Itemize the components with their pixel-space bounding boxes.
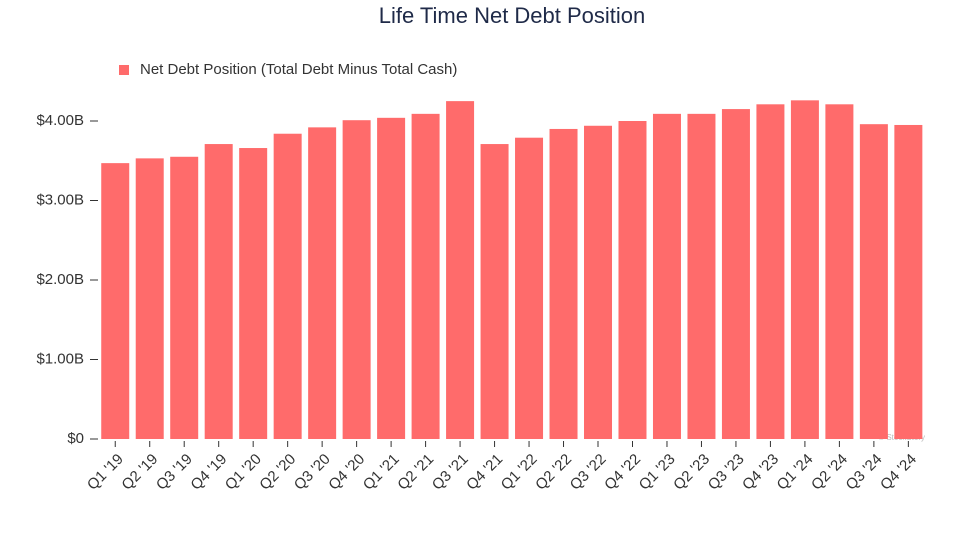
bar [342, 120, 371, 439]
bar [652, 113, 681, 439]
y-tick-label: $4.00B [36, 112, 84, 129]
bar [446, 101, 475, 439]
x-tick-label: Q3 '23 [705, 451, 748, 494]
x-tick-label: Q2 '19 [118, 451, 161, 494]
x-tick-label: Q3 '19 [153, 451, 196, 494]
bar [618, 121, 647, 439]
x-tick-label: Q3 '24 [843, 451, 886, 494]
bar [859, 124, 888, 440]
x-tick-label: Q3 '21 [429, 451, 472, 494]
bar [273, 133, 302, 439]
x-tick-label: Q1 '21 [360, 451, 403, 494]
bar [204, 144, 233, 439]
bar [480, 144, 509, 439]
x-tick-label: Q2 '24 [808, 451, 851, 494]
x-tick-label: Q4 '24 [877, 451, 920, 494]
x-tick-label: Q4 '23 [739, 451, 782, 494]
y-tick-label: $3.00B [36, 191, 84, 208]
legend-label: Net Debt Position (Total Debt Minus Tota… [140, 61, 457, 78]
y-tick-label: $1.00B [36, 350, 84, 367]
x-tick-label: Q4 '22 [601, 451, 644, 494]
bar [411, 113, 440, 439]
legend-swatch [119, 65, 129, 75]
x-tick-label: Q2 '22 [532, 451, 575, 494]
x-tick-label: Q1 '23 [636, 451, 679, 494]
bar [308, 127, 337, 440]
x-tick-label: Q4 '20 [325, 451, 368, 494]
bar [239, 148, 268, 439]
bar [549, 128, 578, 439]
x-tick-label: Q3 '20 [291, 451, 334, 494]
bar [756, 104, 785, 440]
bar [101, 163, 130, 439]
bar [825, 104, 854, 440]
bar [170, 156, 199, 439]
x-tick-label: Q1 '20 [222, 451, 265, 494]
y-tick-label: $0 [67, 430, 84, 447]
bar [790, 100, 819, 439]
x-tick-label: Q1 '22 [498, 451, 541, 494]
x-tick-label: Q4 '19 [187, 451, 230, 494]
bar [377, 117, 406, 439]
x-tick-label: Q3 '22 [567, 451, 610, 494]
y-tick-label: $2.00B [36, 271, 84, 288]
bar [721, 109, 750, 439]
x-tick-label: Q2 '23 [670, 451, 713, 494]
x-tick-label: Q1 '19 [84, 451, 127, 494]
x-tick-label: Q1 '24 [774, 451, 817, 494]
bar [135, 158, 164, 440]
bar [687, 113, 716, 439]
chart-title: Life Time Net Debt Position [379, 3, 646, 28]
x-tick-label: Q4 '21 [463, 451, 506, 494]
bar [584, 125, 613, 440]
bar [515, 137, 544, 439]
x-tick-label: Q2 '21 [394, 451, 437, 494]
bar [894, 124, 923, 439]
x-tick-label: Q2 '20 [256, 451, 299, 494]
